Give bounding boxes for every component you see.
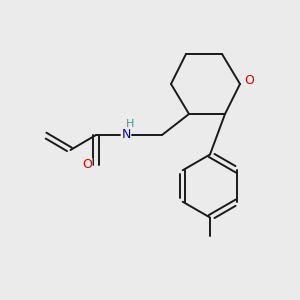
Text: O: O (244, 74, 254, 88)
Text: O: O (82, 158, 92, 172)
Text: N: N (121, 128, 131, 142)
Text: H: H (125, 118, 134, 129)
